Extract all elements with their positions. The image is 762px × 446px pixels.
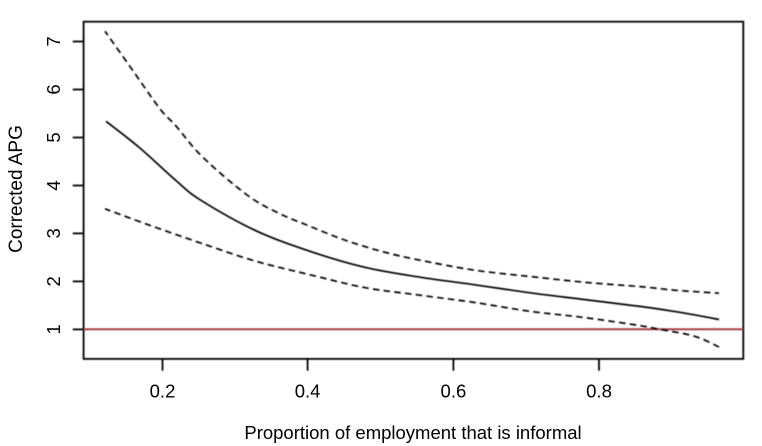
svg-text:Proportion of employment that: Proportion of employment that is informa… bbox=[244, 422, 581, 443]
svg-text:4: 4 bbox=[43, 180, 64, 190]
svg-text:0.8: 0.8 bbox=[586, 380, 612, 401]
svg-text:Corrected APG: Corrected APG bbox=[6, 125, 27, 253]
svg-text:0.4: 0.4 bbox=[295, 380, 321, 401]
svg-text:2: 2 bbox=[43, 276, 64, 286]
svg-text:3: 3 bbox=[43, 228, 64, 238]
svg-text:0.2: 0.2 bbox=[150, 380, 176, 401]
svg-text:7: 7 bbox=[43, 36, 64, 46]
svg-text:6: 6 bbox=[43, 84, 64, 94]
svg-text:0.6: 0.6 bbox=[441, 380, 467, 401]
svg-text:1: 1 bbox=[43, 324, 64, 334]
svg-text:5: 5 bbox=[43, 132, 64, 142]
